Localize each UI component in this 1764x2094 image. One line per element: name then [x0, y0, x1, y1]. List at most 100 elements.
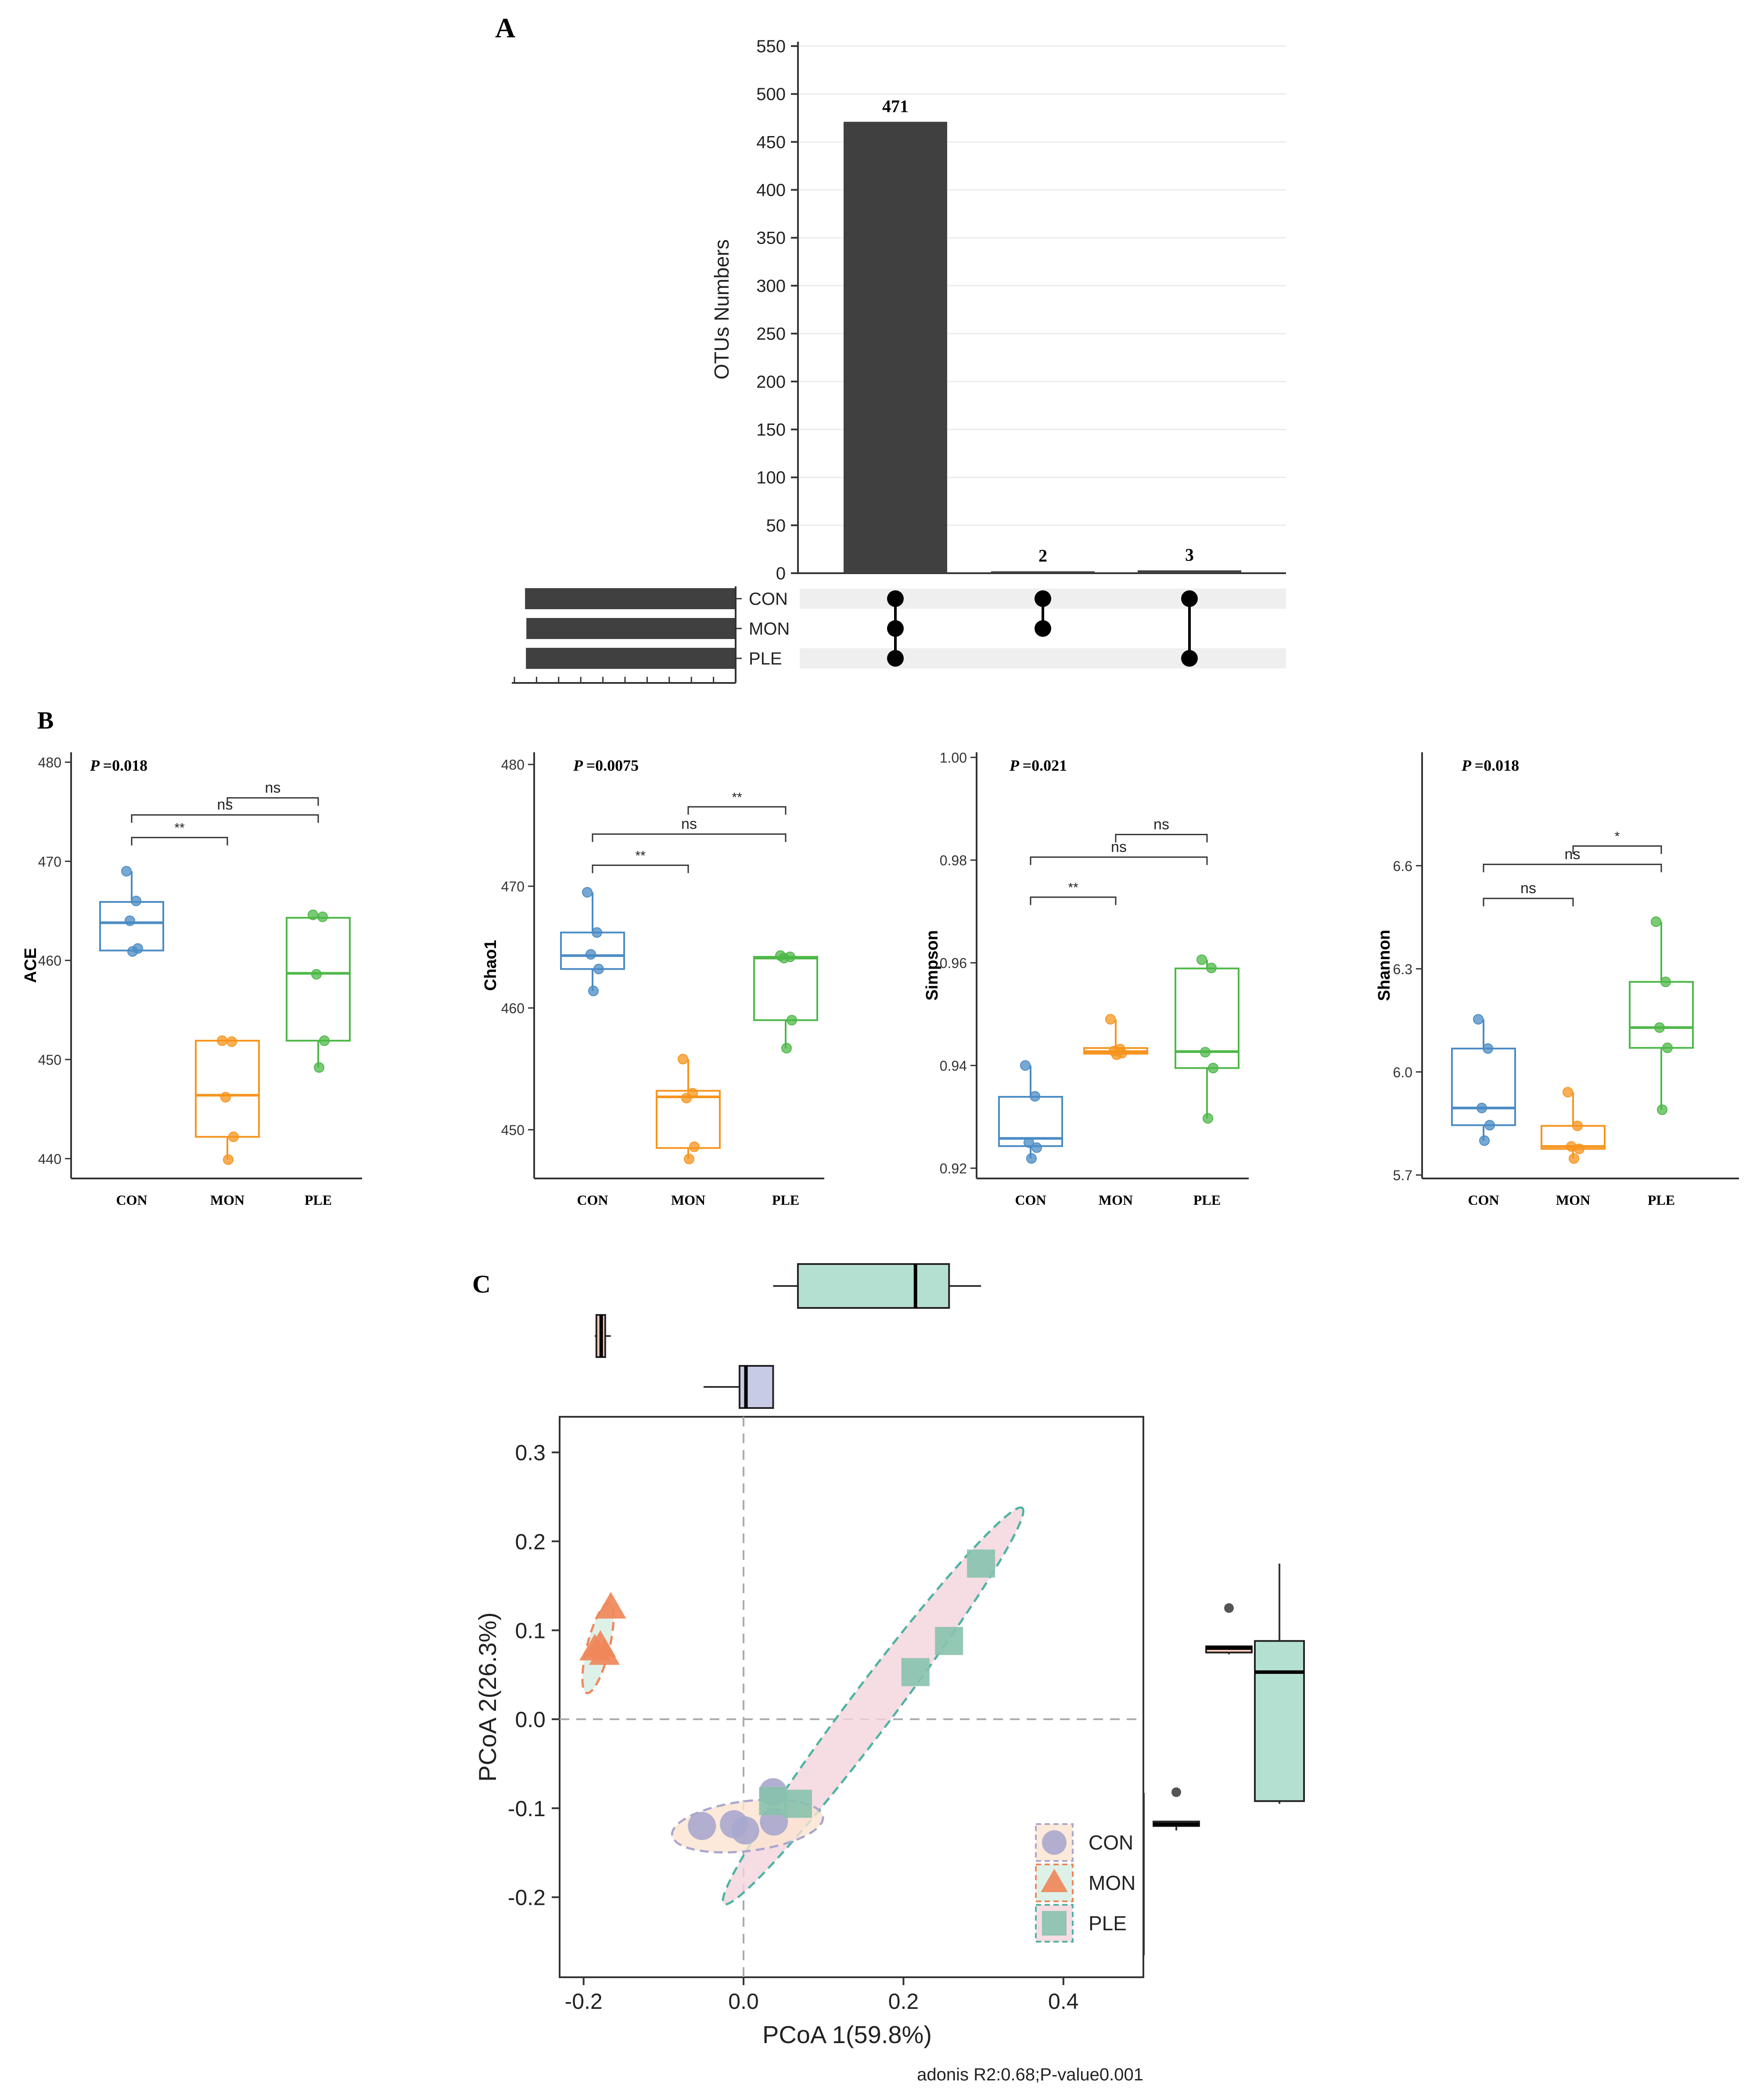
boxplot-data-point: [779, 952, 789, 963]
marginal-y-outlier: [1224, 1603, 1234, 1613]
boxplot-data-point: [228, 1131, 239, 1142]
boxplot-data-point: [1031, 1142, 1042, 1153]
marginal-y-outlier: [1171, 1787, 1181, 1797]
significance-bracket: [592, 864, 689, 873]
boxplot-p-value: P =0.018: [1461, 757, 1519, 774]
boxplot-data-point: [586, 949, 596, 960]
pcoa-legend-label: MON: [1089, 1871, 1135, 1894]
upset-y-tick-label: 250: [756, 324, 786, 344]
boxplot-p-value: P =0.021: [1009, 757, 1067, 774]
boxplot-data-point: [1651, 916, 1661, 927]
upset-y-tick-label: 150: [756, 420, 786, 439]
boxplot-y-tick-label: 0.96: [940, 955, 967, 971]
boxplot-y-axis-title: Chao1: [481, 940, 500, 991]
boxplot-y-tick-label: 440: [38, 1151, 61, 1167]
boxplot-data-point: [1024, 1137, 1034, 1148]
pcoa-point-ple: [901, 1658, 930, 1686]
pcoa-x-axis-title: PCoA 1(59.8%): [762, 2021, 932, 2048]
pcoa-plot: -0.2 0.0 0.2 0.4 -0.2 -0.1 0.0 0.1 0.2 0.3 PCoA 1(…: [474, 1263, 1305, 2084]
pcoa-legend-marker-mon: [1041, 1868, 1068, 1892]
pcoa-y-tick-label: 0.3: [515, 1440, 546, 1465]
significance-label: ns: [1520, 880, 1536, 897]
boxplot-data-point: [121, 866, 132, 876]
pcoa-legend-label: PLE: [1089, 1912, 1127, 1935]
pcoa-x-tick-label: -0.2: [565, 1989, 603, 2014]
boxplot-data-point: [220, 1092, 231, 1103]
pcoa-adonis-note: adonis R2:0.68;P-value0.001: [917, 2065, 1143, 2084]
boxplot-data-point: [125, 915, 135, 926]
boxplot-data-point: [1196, 954, 1207, 965]
significance-bracket: [1483, 898, 1574, 907]
boxplot-y-tick-label: 480: [501, 757, 525, 773]
panel-label-a: A: [495, 12, 515, 43]
significance-bracket: [1115, 833, 1208, 843]
boxplot-y-axis-title: Simpson: [923, 930, 941, 1000]
boxplot-y-tick-label: 0.92: [940, 1161, 967, 1177]
upset-y-tick-label: 550: [756, 37, 786, 56]
upset-set-name: CON: [749, 589, 788, 609]
panel-label-c: C: [472, 1270, 491, 1298]
boxplot-data-point: [131, 895, 141, 906]
upset-set-size-bar: [526, 648, 736, 669]
significance-bracket: [1030, 896, 1117, 905]
pcoa-point-mon: [585, 1630, 616, 1657]
boxplot-data-point: [1484, 1120, 1495, 1131]
significance-label: ns: [265, 779, 281, 796]
pcoa-point-con: [688, 1812, 716, 1840]
significance-bracket: [592, 833, 787, 842]
boxplot-data-point: [1662, 1042, 1673, 1053]
upset-intersection-bar: [844, 122, 947, 573]
upset-matrix-dot: [887, 590, 904, 607]
boxplot-y-tick-label: 6.0: [1393, 1064, 1412, 1080]
upset-set-size-bar: [525, 588, 736, 609]
significance-bracket: [687, 806, 787, 815]
boxplot-data-point: [1654, 1022, 1665, 1033]
upset-set-name: PLE: [749, 649, 782, 668]
boxplot-y-tick-label: 6.3: [1393, 961, 1412, 977]
pcoa-x-tick-label: 0.0: [728, 1989, 759, 2014]
pcoa-legend-marker-con: [1042, 1830, 1067, 1855]
significance-label: ns: [217, 797, 233, 813]
boxplot-data-point: [1105, 1014, 1116, 1025]
upset-y-tick-label: 200: [756, 372, 786, 392]
boxplot-group-label: CON: [1015, 1192, 1046, 1208]
pcoa-legend-label: CON: [1089, 1831, 1133, 1854]
significance-label: **: [1068, 880, 1078, 895]
upset-y-tick-label: 500: [756, 85, 786, 104]
boxplot-data-point: [1563, 1087, 1573, 1098]
upset-matrix-dot: [1181, 650, 1198, 667]
upset-matrix-dot: [1035, 590, 1051, 607]
pcoa-y-tick-label: 0.2: [515, 1530, 546, 1554]
boxplot-p-value: P =0.0075: [573, 757, 639, 774]
upset-intersection-bar: [1138, 570, 1241, 573]
upset-set-name: MON: [749, 619, 790, 639]
upset-matrix-dot: [1181, 590, 1198, 607]
boxplot-y-tick-label: 480: [38, 755, 61, 771]
boxplot-group-label: CON: [1468, 1192, 1499, 1208]
boxplot-data-point: [787, 1015, 797, 1026]
boxplot-data-point: [1477, 1103, 1487, 1113]
boxplot-data-point: [1111, 1049, 1122, 1060]
boxplot-data-point: [1572, 1121, 1583, 1131]
upset-matrix-stripe: [800, 648, 1286, 668]
pcoa-y-tick-label: -0.2: [508, 1886, 546, 1910]
boxplot-group-label: CON: [116, 1192, 147, 1208]
boxplot-data-point: [1660, 977, 1671, 988]
boxplot-data-point: [593, 963, 604, 974]
significance-label: ns: [1111, 839, 1127, 855]
significance-label: ns: [681, 815, 697, 832]
boxplot-y-tick-label: 470: [38, 854, 61, 869]
boxplot-group-label: PLE: [1648, 1192, 1675, 1208]
boxplot-data-point: [592, 927, 602, 938]
significance-bracket: [1483, 863, 1662, 873]
boxplot-data-point: [308, 909, 318, 920]
marginal-y-box-ple: [1254, 1640, 1305, 1802]
boxplot-y-tick-label: 5.7: [1393, 1167, 1412, 1183]
panel-label-b: B: [37, 707, 54, 734]
upset-intersection-bar: [991, 571, 1095, 573]
significance-bracket: [131, 814, 319, 823]
pcoa-y-tick-label: -0.1: [508, 1796, 546, 1821]
boxplot-y-tick-label: 6.6: [1393, 858, 1412, 874]
upset-y-axis-title: OTUs Numbers: [710, 239, 733, 379]
